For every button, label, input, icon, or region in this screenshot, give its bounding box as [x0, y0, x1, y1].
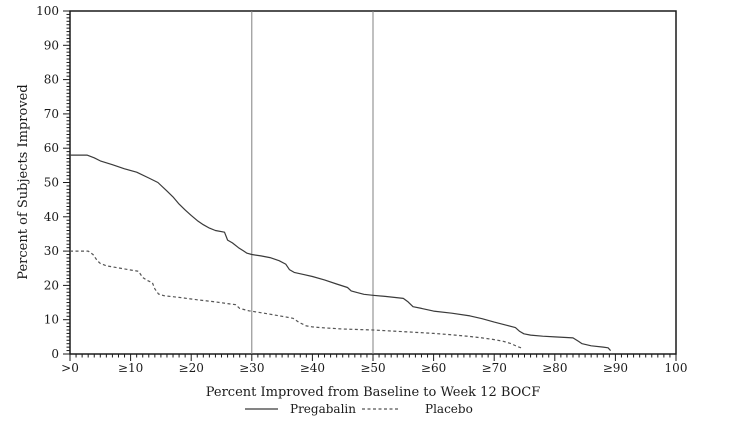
x-tick-label: ≥90: [603, 361, 628, 375]
placebo-line: [70, 250, 523, 349]
pregabalin-line: [70, 154, 612, 351]
x-axis-ticks: [69, 354, 677, 361]
x-tick-label: ≥50: [360, 361, 385, 375]
x-tick-label: >0: [61, 361, 79, 375]
x-tick-label: ≥80: [542, 361, 567, 375]
y-axis-ticks: [63, 10, 70, 355]
y-axis-title: Percent of Subjects Improved: [16, 84, 31, 279]
y-tick-label: 40: [44, 210, 59, 224]
y-tick-label: 100: [36, 4, 59, 18]
x-tick-label: ≥70: [482, 361, 507, 375]
legend-pregabalin-label: Pregabalin: [290, 402, 356, 416]
legend-placebo-label: Placebo: [425, 402, 473, 416]
y-tick-label: 80: [44, 73, 59, 87]
y-tick-label: 60: [44, 141, 59, 155]
x-tick-label: ≥40: [300, 361, 325, 375]
x-tick-labels: >0 ≥10 ≥20 ≥30 ≥40 ≥50 ≥60 ≥70 ≥80 ≥90 100: [61, 361, 687, 375]
y-tick-label: 50: [44, 176, 59, 190]
y-tick-label: 30: [44, 244, 59, 258]
y-tick-label: 10: [44, 313, 59, 327]
y-tick-label: 90: [44, 38, 59, 52]
x-tick-label: ≥10: [118, 361, 143, 375]
x-tick-label: ≥30: [239, 361, 264, 375]
y-tick-label: 0: [51, 347, 59, 361]
x-tick-label: ≥60: [421, 361, 446, 375]
y-tick-labels: 0 10 20 30 40 50 60 70 80 90 100: [36, 4, 59, 361]
y-tick-label: 70: [44, 107, 59, 121]
x-tick-label: 100: [665, 361, 688, 375]
legend: Pregabalin Placebo: [245, 402, 473, 416]
y-tick-label: 20: [44, 278, 59, 292]
reference-lines: [251, 11, 374, 354]
x-axis-title: Percent Improved from Baseline to Week 1…: [206, 385, 541, 400]
x-tick-label: ≥20: [179, 361, 204, 375]
